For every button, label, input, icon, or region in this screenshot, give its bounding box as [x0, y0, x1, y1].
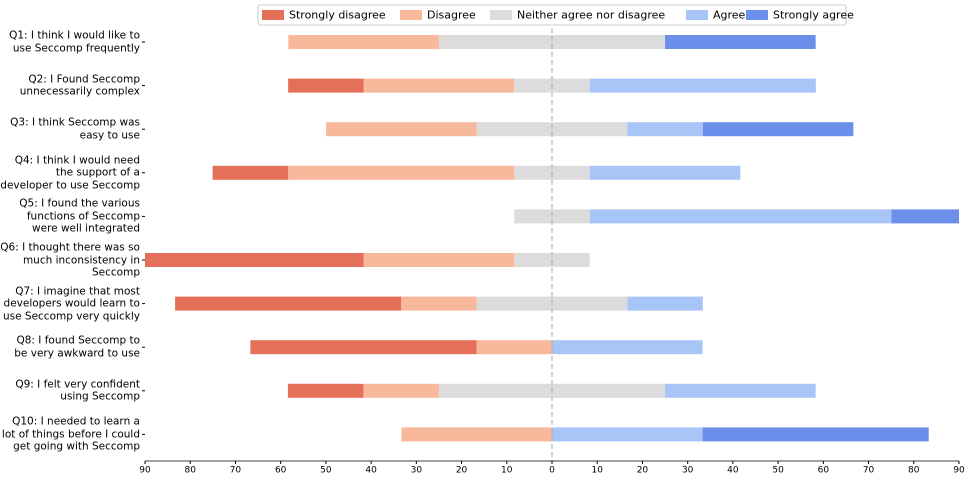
bar-segment [476, 122, 628, 137]
x-tick-label: 90 [953, 466, 965, 476]
bar-segment [288, 35, 439, 49]
legend-swatch [400, 10, 422, 20]
category-label: Q6: I thought there was so much inconsis… [0, 241, 140, 279]
bar-segment [287, 383, 364, 398]
bar-segment [589, 209, 892, 224]
bar-segment [552, 340, 703, 355]
x-tick-label: 60 [818, 466, 830, 476]
x-tick-label: 50 [320, 466, 332, 476]
category-label: Q9: I felt very confident using Seccomp [15, 378, 140, 403]
x-tick-label: 40 [727, 466, 739, 476]
bar-segment [401, 427, 552, 442]
category-label: Q8: I found Seccomp to be very awkward t… [14, 334, 140, 360]
legend-label: Disagree [427, 9, 476, 22]
legend-label: Agree [713, 9, 746, 22]
x-tick-label: 70 [230, 466, 242, 476]
legend-swatch [262, 10, 284, 20]
x-tick-label: 20 [637, 466, 649, 476]
x-tick-label: 30 [411, 466, 423, 476]
x-tick-label: 90 [139, 466, 151, 476]
legend-label: Strongly agree [773, 9, 854, 22]
bar-segment [401, 296, 477, 311]
legend-swatch [490, 10, 512, 20]
bar-segment [145, 253, 364, 267]
bar-segment [665, 35, 816, 49]
bar-segment [363, 383, 439, 398]
category-label: Q3: I think Seccomp was easy to use [10, 116, 140, 142]
category-label: Q4: I think I would need the support of … [0, 154, 140, 192]
x-tick-label: 80 [908, 466, 920, 476]
bar-segment [665, 383, 816, 398]
bar-segment [891, 209, 959, 224]
bar-segment [326, 122, 477, 137]
category-label: Q10: I needed to learn a lot of things b… [1, 415, 140, 453]
x-tick-label: 80 [184, 466, 196, 476]
category-label: Q2: I Found Seccomp unnecessarily comple… [19, 73, 140, 98]
category-label: Q5: I found the various functions of Sec… [19, 197, 140, 235]
bar-segment [702, 427, 929, 442]
legend-swatch [686, 10, 708, 20]
bar-segment [363, 78, 515, 93]
bar-segment [212, 165, 289, 180]
bar-segment [589, 78, 816, 93]
x-tick-label: 20 [456, 466, 468, 476]
bar-segment [438, 35, 666, 49]
x-tick-label: 30 [682, 466, 694, 476]
x-tick-label: 60 [275, 466, 287, 476]
category-label: Q7: I imagine that most developers would… [2, 284, 140, 322]
bar-segment [476, 340, 552, 355]
x-tick-label: 50 [772, 466, 784, 476]
x-tick-label: 10 [501, 466, 513, 476]
bar-segment [589, 165, 741, 180]
bar-segment [288, 78, 364, 93]
x-tick-label: 40 [365, 466, 377, 476]
bar-segment [288, 165, 515, 180]
x-tick-label: 0 [549, 466, 555, 476]
bar-segment [175, 296, 402, 311]
legend-label: Neither agree nor disagree [517, 9, 665, 22]
legend-swatch [746, 10, 768, 20]
bar-segment [363, 253, 515, 267]
legend-label: Strongly disagree [289, 9, 386, 22]
x-tick-label: 70 [863, 466, 875, 476]
x-tick-label: 10 [591, 466, 603, 476]
bar-segment [627, 122, 703, 137]
bar-segment [552, 427, 703, 442]
category-label: Q1: I think I would like to use Seccomp … [9, 29, 140, 55]
bar-segment [250, 340, 477, 355]
bar-segment [702, 122, 854, 137]
bar-segment [627, 296, 703, 311]
